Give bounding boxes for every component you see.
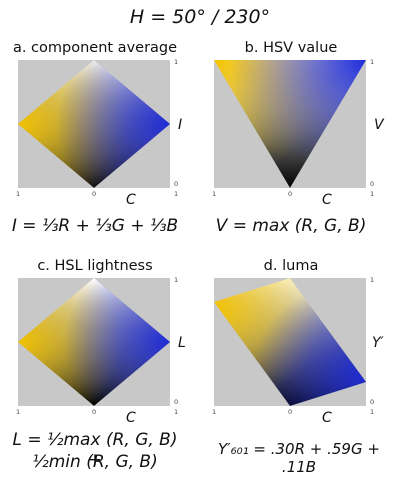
panel-c-tick-left: 1: [16, 408, 21, 416]
panel-a-x-label: C: [126, 192, 136, 208]
panel-a-tick-center: 0: [92, 190, 97, 198]
panel-d-formula: Y′₆₀₁ = .30R + .59G + .11B: [218, 440, 380, 476]
panel-b-plot: [214, 60, 366, 188]
panel-a-tick-bottom: 0: [174, 180, 179, 188]
panel-b-tick-top: 1: [370, 58, 375, 66]
panel-c-tick-center: 0: [92, 408, 97, 416]
panel-a-tick-right: 1: [174, 190, 179, 198]
panel-b-tick-left: 1: [212, 190, 217, 198]
panel-c-tick-top: 1: [174, 276, 179, 284]
panel-b-y-label: V: [374, 117, 384, 133]
panel-d-title: d. luma: [263, 258, 319, 274]
panel-b-tick-center: 0: [288, 190, 293, 198]
panel-d-tick-top: 1: [370, 276, 375, 284]
panel-b-tick-right: 1: [370, 190, 375, 198]
panel-b-formula: V = max (R, G, B): [215, 216, 367, 236]
panel-c-plot: [18, 278, 170, 406]
panel-a-title: a. component average: [12, 40, 178, 56]
panel-a-tick-top: 1: [174, 58, 179, 66]
panel-c-tick-right: 1: [174, 408, 179, 416]
panel-d-tick-right: 1: [370, 408, 375, 416]
panel-b-title: b. HSV value: [244, 40, 338, 56]
panel-d-y-label: Y′: [372, 335, 384, 351]
panel-a-plot: [18, 60, 170, 188]
panel-d-tick-left: 1: [212, 408, 217, 416]
panel-c-tick-bottom: 0: [174, 398, 179, 406]
panel-d-tick-center: 0: [288, 408, 293, 416]
panel-d-plot: [214, 278, 366, 406]
panel-a-tick-left: 1: [16, 190, 21, 198]
panel-c-title: c. HSL lightness: [37, 258, 153, 274]
panel-c-formula-line1: L = ½max (R, G, B) +: [12, 430, 178, 470]
panel-c-formula-line2: ½min (R, G, B): [32, 452, 158, 472]
panel-d-tick-bottom: 0: [370, 398, 375, 406]
panel-c-y-label: L: [178, 335, 186, 351]
panel-d-x-label: C: [322, 410, 332, 426]
panel-b-x-label: C: [322, 192, 332, 208]
panel-a-formula: I = ⅓R + ⅓G + ⅓B: [11, 216, 179, 236]
panel-a-y-label: I: [178, 117, 183, 133]
panel-c-x-label: C: [126, 410, 136, 426]
panel-b-tick-bottom: 0: [370, 180, 375, 188]
figure-title: H = 50° / 230°: [129, 6, 271, 28]
